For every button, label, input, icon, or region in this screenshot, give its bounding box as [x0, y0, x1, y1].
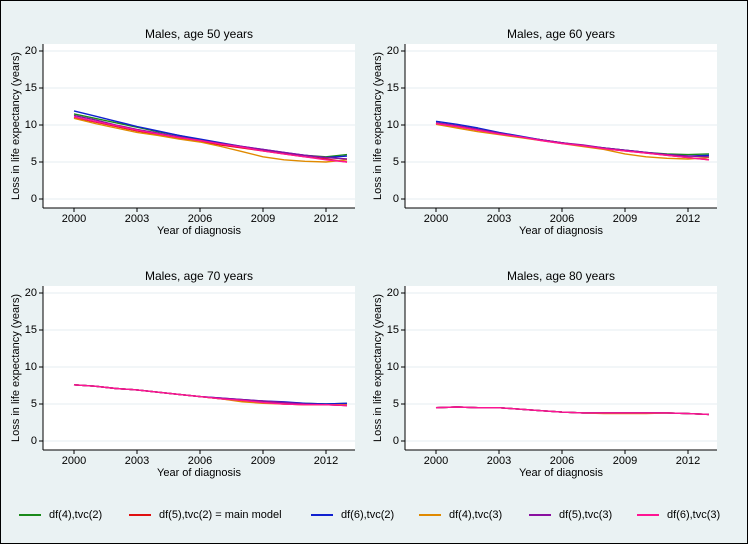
legend-item-6: df(6),tvc(3)	[637, 499, 720, 531]
legend-item-3: df(6),tvc(2)	[311, 499, 394, 531]
x-tick-label: 2012	[314, 213, 338, 225]
x-tick-label: 2000	[424, 455, 448, 467]
y-tick-label: 15	[387, 324, 399, 336]
series-line-6	[435, 406, 710, 416]
series-line-6	[435, 122, 710, 161]
x-tick-label: 2006	[550, 213, 574, 225]
y-tick-label: 0	[31, 435, 37, 447]
y-tick-label: 10	[387, 361, 399, 373]
x-tick-label: 2000	[62, 213, 86, 225]
y-tick-label: 0	[393, 193, 399, 205]
y-axis-label: Loss in life expectancy (years)	[372, 52, 384, 200]
legend-swatch-1	[19, 514, 41, 516]
series-line-6	[73, 384, 348, 407]
y-tick-label: 20	[25, 287, 37, 299]
chart-panel-2: 0 5 10 15 20 2000 2003 2006 2009 2012 Males, age 6…	[372, 27, 717, 237]
x-tick-label: 2003	[487, 455, 511, 467]
legend-label-5: df(5),tvc(3)	[559, 509, 613, 521]
legend-label-1: df(4),tvc(2)	[49, 509, 103, 521]
x-tick-label: 2012	[676, 213, 700, 225]
series-line-6	[73, 116, 348, 163]
legend: df(4),tvc(2) df(5),tvc(2) = main model d…	[1, 499, 747, 531]
y-tick-label: 20	[387, 45, 399, 57]
chart-panel-3: 0 5 10 15 20 2000 2003 2006 2009 2012 Males, age 7…	[10, 269, 355, 479]
y-tick-label: 20	[25, 45, 37, 57]
x-axis-label: Year of diagnosis	[519, 225, 603, 237]
y-tick-label: 0	[393, 435, 399, 447]
y-tick-label: 15	[387, 82, 399, 94]
x-tick-label: 2009	[251, 455, 275, 467]
x-tick-label: 2009	[613, 455, 637, 467]
chart-title: Males, age 50 years	[145, 27, 253, 41]
plot-area	[43, 44, 355, 208]
x-tick-label: 2012	[676, 455, 700, 467]
legend-label-6: df(6),tvc(3)	[667, 509, 721, 521]
x-tick-label: 2009	[251, 213, 275, 225]
plot-area	[43, 286, 355, 450]
legend-item-5: df(5),tvc(3)	[529, 499, 612, 531]
chart-title: Males, age 70 years	[145, 269, 253, 283]
legend-item-4: df(4),tvc(3)	[419, 499, 502, 531]
chart-title: Males, age 60 years	[507, 27, 615, 41]
x-axis-label: Year of diagnosis	[157, 467, 241, 479]
legend-label-4: df(4),tvc(3)	[449, 509, 503, 521]
x-tick-label: 2003	[487, 213, 511, 225]
legend-swatch-5	[529, 514, 551, 516]
x-tick-label: 2003	[125, 455, 149, 467]
x-tick-label: 2006	[550, 455, 574, 467]
x-tick-label: 2009	[613, 213, 637, 225]
y-tick-label: 15	[25, 324, 37, 336]
legend-label-3: df(6),tvc(2)	[341, 509, 395, 521]
y-tick-label: 15	[25, 82, 37, 94]
y-axis-label: Loss in life expectancy (years)	[10, 52, 22, 200]
y-tick-label: 10	[25, 119, 37, 131]
x-tick-label: 2000	[62, 455, 86, 467]
legend-item-2: df(5),tvc(2) = main model	[129, 499, 282, 531]
chart-panel-1: 0 5 10 15 20 2000 2003 2006 2009 2012 Males, age 5…	[10, 27, 355, 237]
y-axis-label: Loss in life expectancy (years)	[372, 294, 384, 442]
x-axis-label: Year of diagnosis	[519, 467, 603, 479]
chart-panel-4: 0 5 10 15 20 2000 2003 2006 2009 2012 Males, age 8…	[372, 269, 717, 479]
x-tick-label: 2003	[125, 213, 149, 225]
y-tick-label: 5	[393, 398, 399, 410]
y-tick-label: 10	[25, 361, 37, 373]
y-tick-label: 5	[31, 156, 37, 168]
y-axis-label: Loss in life expectancy (years)	[10, 294, 22, 442]
legend-item-1: df(4),tvc(2)	[19, 499, 102, 531]
y-tick-label: 10	[387, 119, 399, 131]
y-tick-label: 20	[387, 287, 399, 299]
x-tick-label: 2012	[314, 455, 338, 467]
legend-swatch-6	[637, 514, 659, 516]
series-line-4	[73, 117, 348, 163]
y-tick-label: 0	[31, 193, 37, 205]
legend-swatch-4	[419, 514, 441, 516]
y-tick-label: 5	[393, 156, 399, 168]
x-tick-label: 2006	[188, 213, 212, 225]
x-tick-label: 2000	[424, 213, 448, 225]
legend-swatch-2	[129, 514, 151, 516]
legend-label-2: df(5),tvc(2) = main model	[159, 509, 282, 521]
x-axis-label: Year of diagnosis	[157, 225, 241, 237]
x-tick-label: 2006	[188, 455, 212, 467]
y-tick-label: 5	[31, 398, 37, 410]
legend-swatch-3	[311, 514, 333, 516]
chart-title: Males, age 80 years	[507, 269, 615, 283]
plot-area	[405, 286, 717, 450]
